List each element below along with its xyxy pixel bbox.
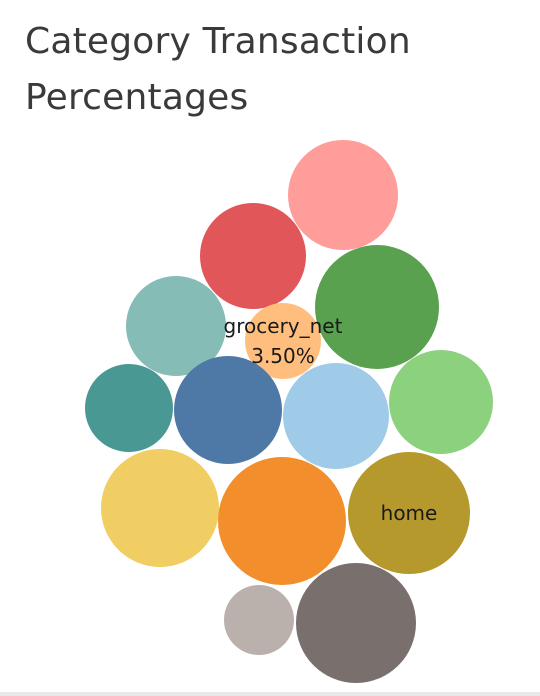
bubble-9[interactable] (389, 350, 493, 454)
bubble-14[interactable] (296, 563, 416, 683)
bubble-layer (85, 140, 493, 683)
bubble-10[interactable] (101, 449, 219, 567)
bubble-2[interactable] (200, 203, 306, 309)
bubble-7[interactable] (174, 356, 282, 464)
bubble-11[interactable] (218, 457, 346, 585)
bubble-8[interactable] (283, 363, 389, 469)
chart-title-line-2: Percentages (25, 77, 249, 118)
bubble-value-label: 3.50% (251, 344, 315, 368)
bubble-13[interactable] (224, 585, 294, 655)
label-layer: grocery_net 3.50% home (224, 314, 438, 525)
bubble-category-label: home (381, 501, 438, 525)
bubble-home[interactable] (348, 452, 470, 574)
bubble-category-label: grocery_net (224, 314, 343, 338)
bubble-3[interactable] (315, 245, 439, 369)
chart-title: Category Transaction Percentages (25, 14, 525, 126)
bubble-6[interactable] (85, 364, 173, 452)
bubble-4[interactable] (126, 276, 226, 376)
bubble-grocery-net[interactable] (245, 303, 321, 379)
chart-title-line-1: Category Transaction (25, 21, 411, 62)
bottom-divider (0, 692, 540, 696)
bubble-1[interactable] (288, 140, 398, 250)
